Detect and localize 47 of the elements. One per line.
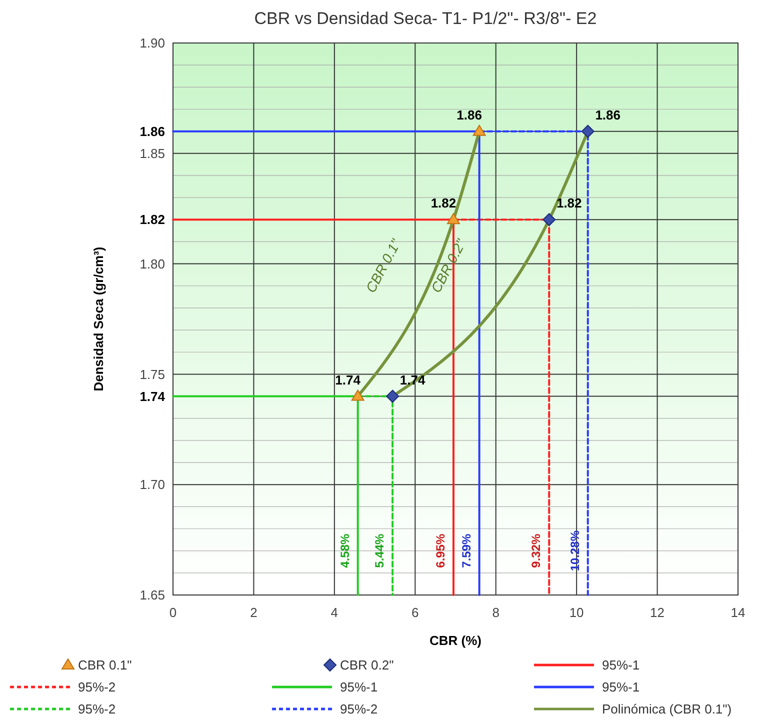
x-tick-label: 0: [169, 605, 177, 620]
y-tick-label: 1.90: [140, 36, 165, 51]
y-tick-label: 1.75: [140, 366, 165, 382]
chart-title: CBR vs Densidad Seca- T1- P1/2"- R3/8"- E2: [254, 9, 597, 28]
data-label: 1.86: [595, 107, 621, 122]
point: [581, 124, 594, 138]
data-label: 1.82: [430, 196, 456, 211]
y-tick-label: 1.70: [140, 477, 165, 492]
legend-label: 95%-2: [340, 702, 378, 717]
point: [472, 124, 486, 136]
data-label: 1.74: [335, 372, 362, 388]
y-tick-label: 1.85: [140, 146, 165, 161]
annotation: 5.44%: [372, 534, 387, 568]
legend-label: 95%-1: [340, 680, 378, 695]
x-tick-label: 10: [569, 605, 584, 620]
legend-label: 95%-1: [602, 658, 640, 673]
point: [446, 213, 460, 224]
x-tick-label: 14: [730, 605, 746, 620]
legend-label: CBR 0.1": [78, 658, 132, 673]
x-tick-label: 8: [492, 605, 500, 620]
y-tick-label: 1.82: [140, 212, 165, 228]
annotation: 7.59%: [459, 534, 474, 568]
x-tick-label: 6: [412, 605, 419, 620]
y-tick-label: 1.65: [140, 588, 165, 603]
annotation: 4.58%: [338, 534, 352, 568]
annotation: CBR 0.2": [428, 236, 470, 296]
y-tick-label: 1.80: [140, 256, 165, 272]
x-tick-label: 12: [650, 605, 665, 620]
annotation: 9.32%: [529, 534, 544, 568]
point: [351, 390, 364, 401]
x-tick-label: 2: [250, 605, 258, 620]
x-axis-title: CBR (%): [430, 633, 482, 648]
legend-label: 95%-1: [602, 680, 640, 695]
y-axis-title: Densidad Seca (gr/cm³): [91, 246, 106, 392]
point: [386, 390, 400, 403]
legend-label: 95%-2: [78, 702, 116, 717]
legend-label: 95%-2: [78, 680, 116, 695]
annotation: 10.28%: [568, 530, 582, 572]
y-tick-label: 1.86: [140, 124, 165, 139]
annotation: 6.95%: [433, 534, 448, 568]
legend-label: CBR 0.2": [340, 658, 394, 673]
point: [542, 213, 556, 226]
legend-label: Polinómica (CBR 0.1"): [602, 702, 732, 717]
y-tick-label: 1.74: [140, 388, 166, 404]
data-label: 1.86: [456, 107, 482, 122]
x-tick-label: 4: [330, 605, 338, 620]
annotation: CBR 0.1": [362, 236, 404, 296]
